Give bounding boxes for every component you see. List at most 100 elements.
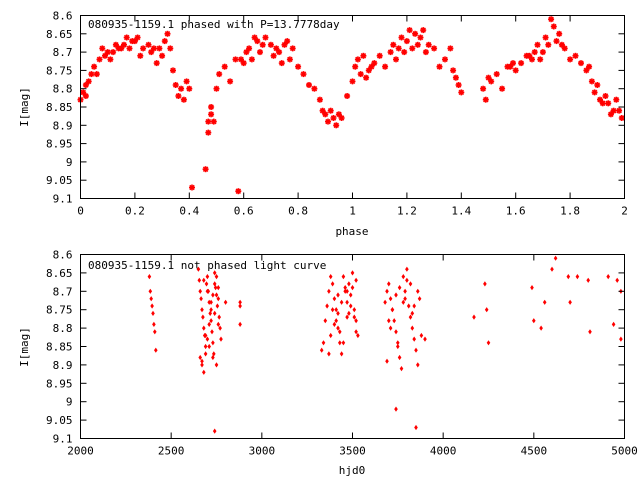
light-curve-chart-point bbox=[212, 281, 217, 287]
phased-chart-point bbox=[164, 30, 171, 37]
phased-chart-point bbox=[458, 89, 465, 96]
light-curve-chart-ytick-label: 9 bbox=[66, 396, 73, 409]
phased-chart-point bbox=[561, 45, 568, 52]
light-curve-chart-point bbox=[211, 292, 215, 298]
light-curve-chart-point bbox=[216, 296, 221, 302]
light-curve-chart-point bbox=[619, 336, 623, 342]
light-curve-chart-point bbox=[408, 281, 413, 287]
phased-chart-point bbox=[393, 56, 399, 63]
phased-chart-point bbox=[235, 188, 242, 195]
phased-chart-point bbox=[183, 78, 190, 85]
light-curve-chart-point bbox=[205, 274, 210, 280]
light-curve-chart-xlabel: hjd0 bbox=[339, 464, 366, 477]
light-curve-chart-point bbox=[213, 285, 218, 291]
phased-chart-point bbox=[286, 56, 293, 63]
phased-chart-point bbox=[300, 71, 307, 78]
phased-chart-point bbox=[175, 93, 182, 99]
phased-chart-point bbox=[96, 56, 103, 63]
light-curve-chart-xtick-label: 4500 bbox=[521, 445, 548, 458]
phased-chart-point bbox=[126, 45, 133, 52]
phased-chart-xtick-label: 0.2 bbox=[125, 205, 145, 218]
phased-chart-point bbox=[567, 56, 574, 63]
light-curve-chart-point bbox=[354, 277, 358, 283]
phased-chart-point bbox=[425, 41, 432, 48]
light-curve-chart-point bbox=[341, 274, 346, 280]
light-curve-chart-point bbox=[336, 292, 340, 298]
light-curve-chart-point bbox=[615, 277, 619, 283]
light-curve-chart-ytick-label: 8.75 bbox=[46, 304, 73, 317]
light-curve-chart-point bbox=[336, 310, 340, 316]
light-curve-chart-point bbox=[238, 303, 242, 309]
phased-chart-point bbox=[156, 45, 163, 52]
light-curve-chart-point bbox=[200, 362, 204, 368]
phased-chart-point bbox=[488, 78, 495, 85]
light-curve-chart-point bbox=[347, 281, 351, 287]
light-curve-chart-ytick-label: 9.1 bbox=[53, 433, 73, 446]
light-curve-chart-ytick-label: 8.8 bbox=[53, 322, 73, 335]
phased-chart-point bbox=[480, 85, 487, 92]
light-curve-chart-point bbox=[334, 307, 338, 313]
light-curve-chart-point bbox=[399, 366, 404, 372]
phased-chart-point bbox=[354, 56, 361, 63]
light-curve-chart-point bbox=[354, 329, 358, 335]
phased-chart-point bbox=[246, 45, 253, 52]
phased-chart-point bbox=[134, 34, 141, 41]
light-curve-chart: 080935-1159.1 not phased light curve 200… bbox=[18, 249, 638, 478]
phased-chart-point bbox=[316, 96, 323, 103]
light-curve-chart-point bbox=[197, 277, 202, 283]
light-curve-chart-point bbox=[199, 296, 203, 302]
phased-chart-point bbox=[121, 41, 127, 48]
phased-chart-point bbox=[376, 52, 383, 59]
light-curve-chart-point bbox=[211, 354, 215, 361]
phased-chart-point bbox=[210, 118, 217, 125]
phased-chart-point bbox=[131, 38, 138, 45]
phased-chart-point bbox=[548, 16, 555, 23]
light-curve-chart-point bbox=[394, 329, 398, 335]
light-curve-chart-point bbox=[532, 318, 536, 324]
light-curve-chart-point bbox=[212, 428, 217, 434]
phased-chart-point bbox=[170, 67, 176, 74]
light-curve-chart-point bbox=[339, 351, 344, 357]
light-curve-chart-point bbox=[209, 299, 213, 305]
light-curve-chart-point bbox=[201, 314, 205, 320]
phased-chart-point bbox=[455, 82, 462, 88]
light-curve-chart-point bbox=[483, 281, 487, 287]
phased-chart-ytick-label: 8.75 bbox=[46, 64, 73, 77]
light-curve-chart-point bbox=[385, 358, 389, 364]
light-curve-chart-point bbox=[338, 340, 342, 346]
light-curve-chart-point bbox=[405, 266, 409, 272]
phased-chart-point bbox=[295, 63, 302, 70]
phased-chart-point bbox=[363, 74, 370, 81]
phased-chart-marks bbox=[77, 16, 625, 195]
light-curve-chart-point bbox=[325, 303, 329, 309]
light-curve-chart-point bbox=[204, 281, 209, 287]
light-curve-chart-title: 080935-1159.1 not phased light curve bbox=[88, 259, 326, 272]
light-curve-chart-point bbox=[151, 310, 155, 316]
phased-chart-point bbox=[248, 56, 255, 63]
phased-chart-point bbox=[216, 71, 223, 78]
light-curve-chart-point bbox=[202, 325, 206, 331]
phased-chart-ytick-label: 8.8 bbox=[53, 83, 73, 96]
light-curve-chart-point bbox=[328, 332, 333, 339]
light-curve-chart-point bbox=[383, 299, 387, 305]
phased-chart-ticks: 0 0.2 0.4 0.6 0.8 1 1.2 1.4 1.6 1.8 2 8.6 8.65 8.7 8.7… bbox=[46, 10, 628, 218]
light-curve-chart-ytick-label: 8.95 bbox=[46, 377, 73, 390]
light-curve-chart-point bbox=[405, 277, 409, 283]
phased-chart-point bbox=[93, 71, 100, 78]
light-curve-chart-point bbox=[550, 266, 554, 272]
phased-chart-ytick-label: 8.7 bbox=[53, 46, 73, 59]
light-curve-chart-point bbox=[321, 340, 326, 346]
light-curve-chart-point bbox=[196, 266, 201, 272]
light-curve-chart-ylabel: I[mag] bbox=[18, 327, 31, 367]
light-curve-chart-point bbox=[553, 255, 558, 261]
phased-chart-point bbox=[140, 45, 147, 52]
light-curve-chart-marks bbox=[147, 255, 623, 434]
phased-chart-point bbox=[208, 104, 215, 110]
phased-chart-xtick-label: 1.4 bbox=[451, 205, 471, 218]
phased-chart-point bbox=[436, 63, 443, 70]
light-curve-chart-point bbox=[406, 303, 411, 309]
light-curve-chart-xtick-label: 5000 bbox=[611, 445, 638, 458]
light-curve-chart-point bbox=[388, 296, 393, 302]
phased-chart: 080935-1159.1 phased with P=13.7778day 0… bbox=[18, 10, 628, 239]
phased-chart-ytick-label: 9.05 bbox=[46, 174, 73, 187]
